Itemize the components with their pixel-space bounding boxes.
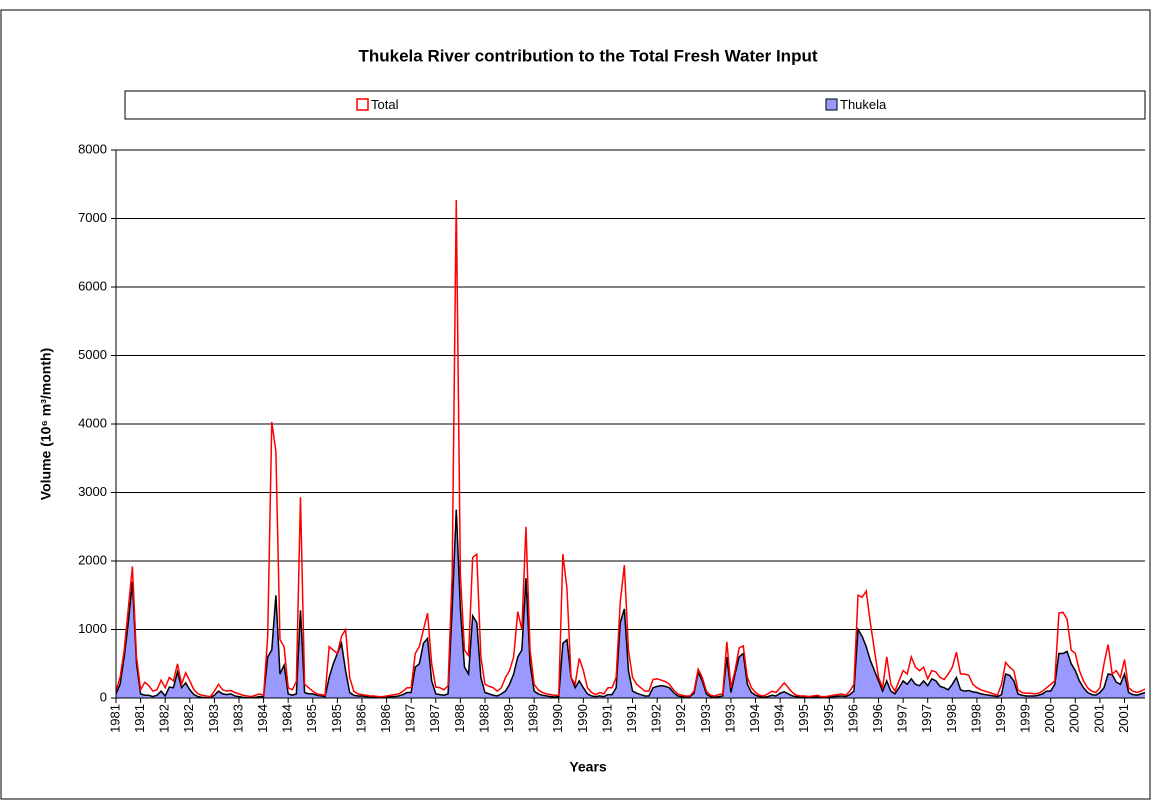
x-tick-label: 1996	[845, 704, 860, 733]
area-outline	[115, 509, 1146, 699]
x-tick-label: 1985	[304, 704, 319, 733]
x-tick-label: 1984	[280, 704, 295, 733]
x-tick-label: 1990	[550, 704, 565, 733]
x-tick-label: 1983	[230, 704, 245, 733]
x-tick-label: 1983	[206, 704, 221, 733]
y-tick-label: 1000	[78, 621, 107, 636]
legend-swatch	[825, 98, 838, 111]
x-tick-label: 1992	[673, 704, 688, 733]
x-tick-label: 1984	[255, 704, 270, 733]
chart-border	[0, 9, 1151, 800]
x-tick-label: 1989	[501, 704, 516, 733]
x-tick-label: 1986	[378, 704, 393, 733]
x-tick-label: 1987	[427, 704, 442, 733]
x-tick-label: 1991	[624, 704, 639, 733]
x-tick-label: 1981	[132, 704, 147, 733]
x-tick-label: 1990	[575, 704, 590, 733]
x-tick-label: 1985	[329, 704, 344, 733]
x-tick-label: 2001	[1091, 704, 1106, 733]
x-tick-label: 1995	[796, 704, 811, 733]
x-tick-label: 1997	[895, 704, 910, 733]
x-tick-label: 1997	[919, 704, 934, 733]
x-tick-label: 1987	[403, 704, 418, 733]
x-axis-title: Years	[569, 759, 607, 775]
x-tick-label: 1993	[722, 704, 737, 733]
x-tick-label: 1988	[452, 704, 467, 733]
legend-swatch	[356, 98, 369, 111]
x-tick-label: 1989	[526, 704, 541, 733]
x-tick-label: 1991	[599, 704, 614, 733]
y-tick-label: 0	[100, 689, 107, 704]
y-tick-label: 5000	[78, 347, 107, 362]
x-tick-label: 2000	[1067, 704, 1082, 733]
y-tick-label: 3000	[78, 484, 107, 499]
x-tick-label: 1995	[821, 704, 836, 733]
x-tick-label: 1986	[353, 704, 368, 733]
x-tick-label: 1982	[181, 704, 196, 733]
line	[115, 199, 1146, 698]
legend-box	[124, 90, 1146, 120]
x-tick-label: 1993	[698, 704, 713, 733]
x-tick-label: 1999	[1018, 704, 1033, 733]
x-tick-label: 1981	[107, 704, 122, 733]
x-tick-label: 1998	[944, 704, 959, 733]
x-tick-label: 2000	[1042, 704, 1057, 733]
y-tick-label: 2000	[78, 552, 107, 567]
legend-label: Thukela	[840, 97, 887, 112]
x-tick-label: 1992	[649, 704, 664, 733]
x-tick-label: 1996	[870, 704, 885, 733]
x-tick-label: 1994	[747, 704, 762, 733]
x-tick-label: 1994	[772, 704, 787, 733]
y-tick-label: 8000	[78, 141, 107, 156]
y-tick-label: 4000	[78, 415, 107, 430]
x-tick-label: 1998	[968, 704, 983, 733]
chart-title: Thukela River contribution to the Total …	[358, 46, 817, 65]
legend-label: Total	[371, 97, 399, 112]
x-tick-label: 1988	[476, 704, 491, 733]
x-tick-label: 1999	[993, 704, 1008, 733]
x-tick-label: 2001	[1116, 704, 1131, 733]
y-tick-label: 6000	[78, 278, 107, 293]
y-axis-title: Volume (10⁶ m³/month)	[38, 348, 54, 500]
y-tick-label: 7000	[78, 210, 107, 225]
x-tick-label: 1982	[157, 704, 172, 733]
